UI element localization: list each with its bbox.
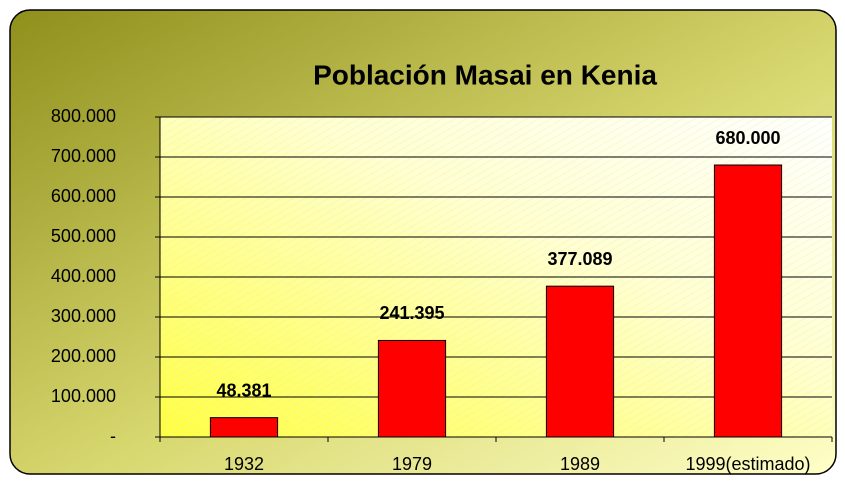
bar xyxy=(545,285,615,438)
x-tick-label: 1979 xyxy=(392,454,432,474)
y-tick-label: 200.000 xyxy=(51,346,116,366)
y-tick-label: 100.000 xyxy=(51,386,116,406)
x-tick-label: 1989 xyxy=(560,454,600,474)
value-label: 48.381 xyxy=(216,380,271,400)
bar xyxy=(209,417,279,438)
y-tick-label: 500.000 xyxy=(51,226,116,246)
value-label: 241.395 xyxy=(379,303,444,323)
y-tick-label: 800.000 xyxy=(51,106,116,126)
x-tick-label: 1999(estimado) xyxy=(685,454,810,474)
value-label: 680.000 xyxy=(715,128,780,148)
y-tick-label: 400.000 xyxy=(51,266,116,286)
y-tick-label: 700.000 xyxy=(51,146,116,166)
chart-title: Población Masai en Kenia xyxy=(313,59,657,90)
bar xyxy=(377,339,447,438)
value-label: 377.089 xyxy=(547,249,612,269)
bar xyxy=(713,164,783,438)
y-tick-label: - xyxy=(110,426,116,446)
y-tick-label: 300.000 xyxy=(51,306,116,326)
y-tick-label: 600.000 xyxy=(51,186,116,206)
x-tick-label: 1932 xyxy=(224,454,264,474)
